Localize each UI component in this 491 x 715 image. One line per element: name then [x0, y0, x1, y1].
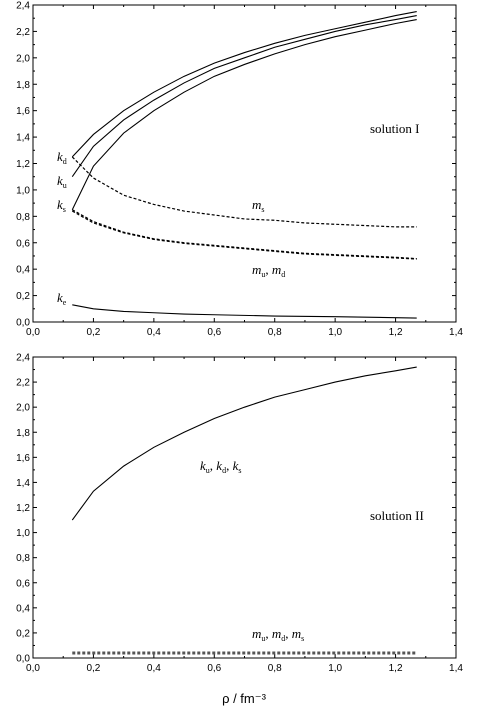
y-tick-label: 1,0: [16, 185, 30, 196]
series-line-m-d: [71, 210, 417, 260]
x-tick-label: 0,4: [147, 327, 161, 338]
panel-2-label: solution II: [370, 508, 424, 523]
x-tick-label: 1,0: [328, 663, 342, 674]
y-tick-label: 0,4: [16, 265, 30, 276]
x-tick-label: 0,6: [207, 663, 221, 674]
x-tick-label: 1,4: [449, 663, 463, 674]
x-tick-label: 0,6: [207, 327, 221, 338]
x-tick-label: 1,2: [389, 327, 403, 338]
y-tick-label: 1,8: [16, 428, 30, 439]
panel-2-series: [71, 366, 417, 655]
x-tick-label: 1,0: [328, 327, 342, 338]
label-k-e: ke: [57, 290, 67, 307]
y-tick-label: 1,0: [16, 528, 30, 539]
y-tick-label: 0,2: [16, 628, 30, 639]
y-tick-label: 1,4: [16, 133, 30, 144]
x-tick-label: 1,4: [449, 327, 463, 338]
y-tick-label: 1,8: [16, 80, 30, 91]
series-line-k-s: [71, 18, 417, 210]
y-tick-label: 0,6: [16, 238, 30, 249]
y-tick-label: 1,6: [16, 106, 30, 117]
y-tick-label: 1,2: [16, 503, 30, 514]
label-m-u-m-d: mu, md: [252, 262, 285, 279]
label-k-u: ku: [57, 173, 67, 190]
y-tick-label: 0,6: [16, 578, 30, 589]
panel-solution-II: 0,0 0,2 0,4 0,6 0,8 1,0 1,2 1,4 0,0 0,2 0,4 0,6 0,8 1…: [16, 353, 463, 675]
label-k-s: ks: [57, 197, 66, 214]
series-line-k-u: [71, 15, 417, 178]
y-tick-label: 1,4: [16, 478, 30, 489]
x-tick-label: 0,0: [26, 663, 40, 674]
y-tick-label: 0,4: [16, 603, 30, 614]
y-tick-label: 2,4: [16, 1, 30, 12]
series-line-m-u: [71, 209, 417, 260]
label-k-d: kd: [57, 149, 67, 166]
panel-1-ticks: 0,0 0,2 0,4 0,6 0,8 1,0 1,2 1,4 0,0 0,2 0,4 0,6 0,8 1…: [16, 1, 463, 339]
y-tick-label: 1,6: [16, 453, 30, 464]
panel-2-ticks: 0,0 0,2 0,4 0,6 0,8 1,0 1,2 1,4 0,0 0,2 0,4 0,6 0,8 1…: [16, 353, 463, 675]
label-m-u-m-d-m-s: mu, md, ms: [252, 626, 304, 643]
y-tick-label: 0,0: [16, 318, 30, 329]
panel-1-series: [71, 11, 417, 319]
x-tick-label: 0,8: [268, 663, 282, 674]
y-tick-label: 0,2: [16, 291, 30, 302]
x-tick-label: 0,4: [147, 663, 161, 674]
x-tick-label: 0,0: [26, 327, 40, 338]
y-tick-label: 0,0: [16, 654, 30, 665]
label-k-u-k-d-k-s: ku, kd, ks: [200, 458, 241, 475]
y-tick-label: 2,0: [16, 403, 30, 414]
x-tick-label: 0,8: [268, 327, 282, 338]
series-line-k-e: [72, 304, 417, 319]
y-tick-label: 1,2: [16, 159, 30, 170]
y-tick-label: 2,2: [16, 378, 30, 389]
y-tick-label: 0,8: [16, 553, 30, 564]
y-tick-label: 0,8: [16, 212, 30, 223]
series-line-k-u-k-d-k-s: [71, 366, 417, 521]
series-line-m-s: [71, 156, 417, 228]
panel-1-label: solution I: [370, 121, 419, 136]
y-tick-label: 2,4: [16, 353, 30, 364]
y-tick-label: 2,0: [16, 53, 30, 64]
label-m-s: ms: [252, 197, 265, 214]
x-tick-label: 0,2: [86, 327, 100, 338]
x-tick-label: 0,2: [86, 663, 100, 674]
y-tick-label: 2,2: [16, 27, 30, 38]
x-tick-label: 1,2: [389, 663, 403, 674]
series-line-k-d: [71, 11, 417, 158]
panel-solution-I: 0,0 0,2 0,4 0,6 0,8 1,0 1,2 1,4 0,0 0,2 0,4 0,6 0,8 1…: [16, 1, 463, 339]
x-axis-title: ρ / fm⁻³: [222, 691, 267, 706]
